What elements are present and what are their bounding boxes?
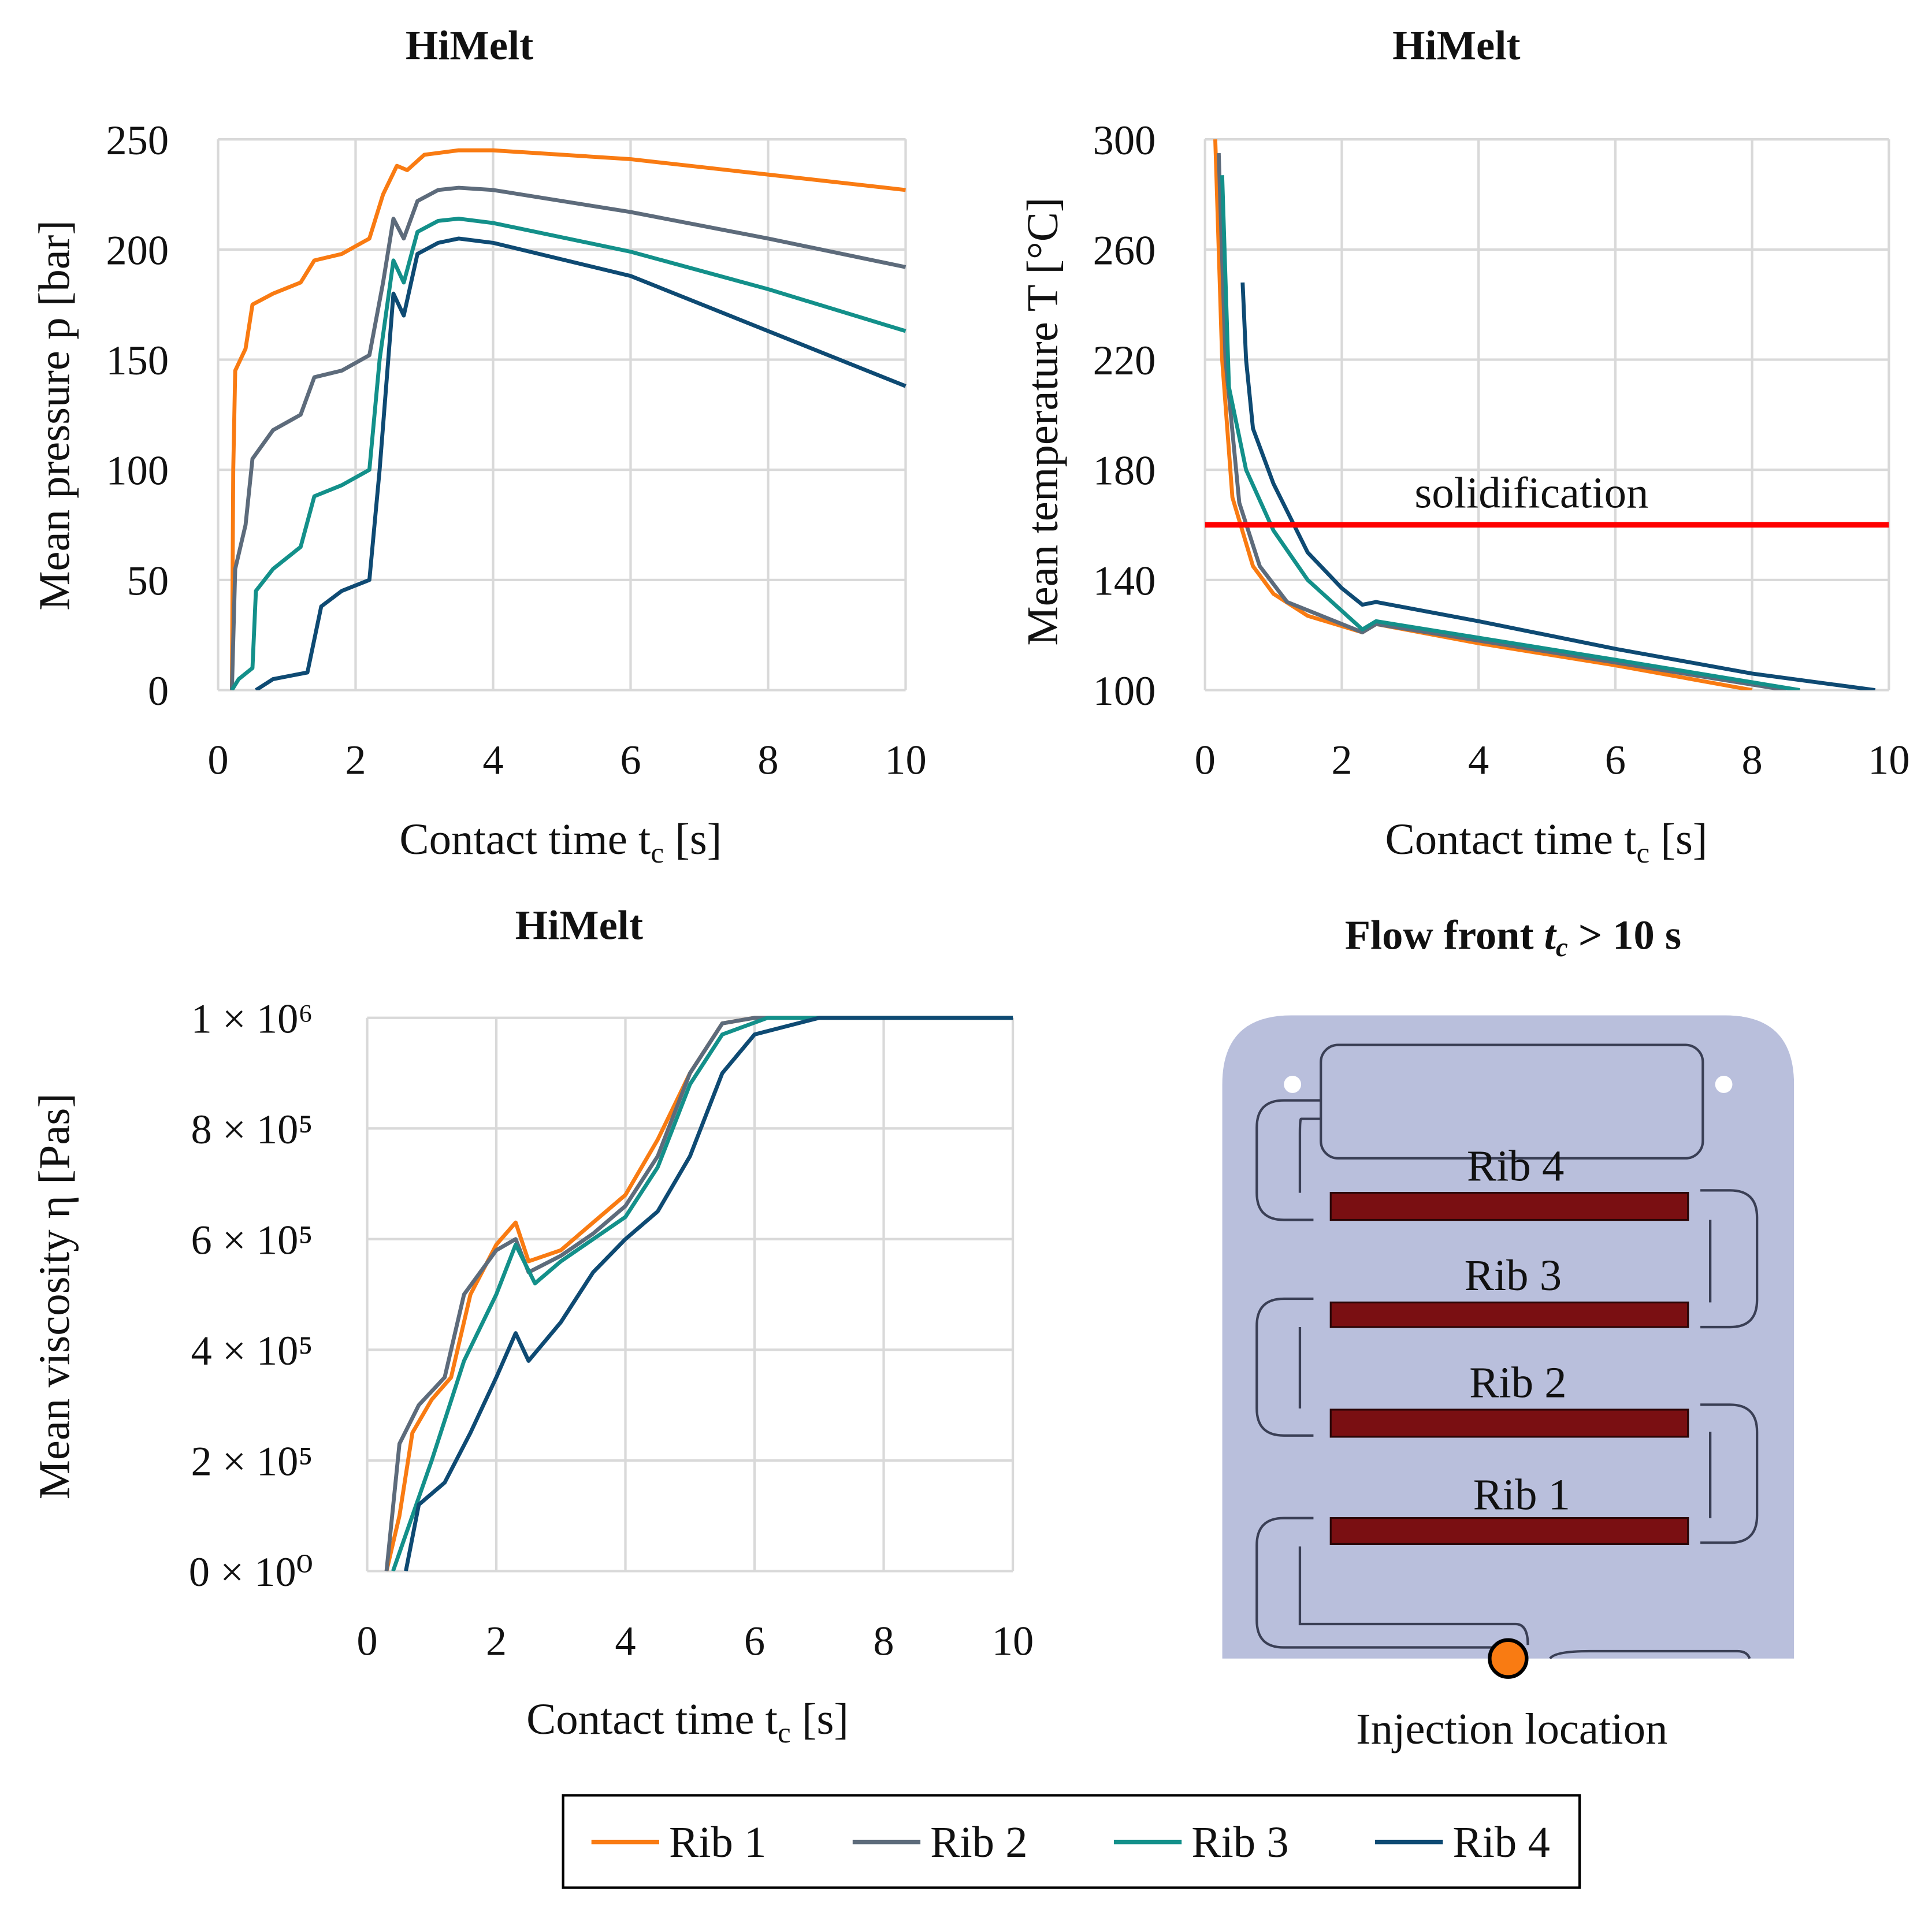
- series-line-rib-4: [255, 236, 906, 690]
- legend-label: Rib 4: [1452, 1818, 1550, 1867]
- x-tick-label: 6: [1605, 737, 1626, 783]
- y-tick-label: 6 × 10⁵: [191, 1216, 313, 1263]
- flow-front-diagram: Flow front tc > 10 s Rib 4 Rib 3 Rib 2: [1222, 911, 1794, 1753]
- y-tick-label: 260: [1093, 226, 1156, 273]
- viscosity-chart: HiMelt Mean viscosity η [Pas] Contact ti…: [29, 901, 1034, 1749]
- series-line-rib-2: [1216, 153, 1787, 690]
- y-tick-label: 50: [127, 557, 169, 604]
- series-line-rib-3: [391, 1016, 1013, 1571]
- x-tick-label: 2: [486, 1617, 507, 1664]
- y-tick-label: 220: [1093, 337, 1156, 384]
- y-tick-label: 2 × 10⁵: [191, 1437, 313, 1484]
- y-axis-label: Mean temperature T [°C]: [1018, 198, 1067, 646]
- rib-2-cavity: [1329, 1409, 1689, 1438]
- x-tick-label: 4: [482, 737, 503, 783]
- x-tick-label: 4: [1468, 737, 1489, 783]
- series-line-rib-2: [384, 1016, 1013, 1571]
- x-tick-label: 0: [356, 1617, 377, 1664]
- x-axis-label: Contact time tc [s]: [1385, 815, 1708, 869]
- rib-1-label: Rib 1: [1473, 1470, 1570, 1519]
- y-tick-label: 0: [148, 667, 169, 714]
- x-tick-label: 4: [615, 1617, 636, 1664]
- x-tick-label: 10: [1868, 737, 1910, 783]
- legend-label: Rib 2: [930, 1818, 1028, 1867]
- legend-label: Rib 1: [669, 1818, 767, 1867]
- y-tick-label: 300: [1093, 117, 1156, 163]
- chart-title: HiMelt: [515, 901, 643, 948]
- x-tick-label: 6: [744, 1617, 765, 1664]
- y-tick-label: 150: [106, 337, 169, 384]
- y-tick-label: 200: [106, 226, 169, 273]
- injection-point-marker: [1488, 1638, 1529, 1679]
- legend-label: Rib 3: [1191, 1818, 1289, 1867]
- series-line-rib-4: [404, 1016, 1013, 1571]
- rib-3-label: Rib 3: [1465, 1251, 1562, 1300]
- y-tick-label: 250: [106, 117, 169, 163]
- part-plate: [1222, 1015, 1794, 1659]
- y-tick-label: 4 × 10⁵: [191, 1327, 313, 1374]
- series-line-rib-4: [1240, 282, 1876, 690]
- y-tick-label: 100: [1093, 667, 1156, 714]
- x-tick-label: 0: [1195, 737, 1216, 783]
- x-axis-label: Contact time tc [s]: [399, 815, 722, 869]
- rib-1-cavity: [1329, 1517, 1689, 1545]
- series-line-rib-1: [1213, 139, 1753, 690]
- y-axis-label: Mean pressure p [bar]: [29, 220, 79, 611]
- y-axis-label: Mean viscosity η [Pas]: [29, 1093, 79, 1499]
- y-tick-label: 180: [1093, 447, 1156, 494]
- injection-location-label: Injection location: [1356, 1704, 1667, 1753]
- rib-4-cavity: [1329, 1192, 1689, 1221]
- series-line-rib-1: [384, 1016, 1013, 1571]
- series-line-rib-3: [1220, 175, 1800, 690]
- hole-left: [1284, 1076, 1302, 1093]
- x-tick-label: 10: [992, 1617, 1034, 1664]
- x-tick-label: 2: [345, 737, 366, 783]
- pressure-chart: HiMelt Mean pressure p [bar] Contact tim…: [29, 22, 926, 869]
- temperature-chart: HiMelt Mean temperature T [°C] Contact t…: [1018, 22, 1910, 869]
- x-tick-label: 8: [873, 1617, 894, 1664]
- x-tick-label: 8: [757, 737, 778, 783]
- hole-right: [1715, 1076, 1733, 1093]
- x-tick-label: 6: [620, 737, 641, 783]
- y-tick-label: 100: [106, 447, 169, 494]
- rib-3-cavity: [1329, 1301, 1689, 1328]
- rib-cavities: [1329, 1192, 1689, 1545]
- x-tick-label: 10: [885, 737, 927, 783]
- x-tick-label: 0: [207, 737, 228, 783]
- y-tick-label: 140: [1093, 557, 1156, 604]
- y-tick-label: 1 × 10⁶: [191, 995, 313, 1042]
- chart-title: HiMelt: [1392, 22, 1520, 69]
- x-tick-label: 2: [1331, 737, 1352, 783]
- runner-channels: [1255, 1099, 1759, 1660]
- series-line-rib-3: [230, 217, 906, 690]
- legend: Rib 1 Rib 2 Rib 3 Rib 4: [562, 1794, 1581, 1889]
- chart-title: HiMelt: [406, 22, 533, 69]
- x-axis-label: Contact time tc [s]: [526, 1695, 849, 1749]
- series-line-rib-2: [229, 185, 906, 690]
- series-line-rib-1: [229, 148, 906, 690]
- flow-front-title: Flow front tc > 10 s: [1345, 911, 1681, 963]
- y-tick-label: 0 × 10⁰: [189, 1548, 313, 1595]
- solidification-label: solidification: [1414, 469, 1648, 518]
- rib-4-label: Rib 4: [1467, 1141, 1565, 1190]
- rib-2-label: Rib 2: [1469, 1358, 1566, 1407]
- x-tick-label: 8: [1742, 737, 1763, 783]
- y-tick-label: 8 × 10⁵: [191, 1106, 313, 1153]
